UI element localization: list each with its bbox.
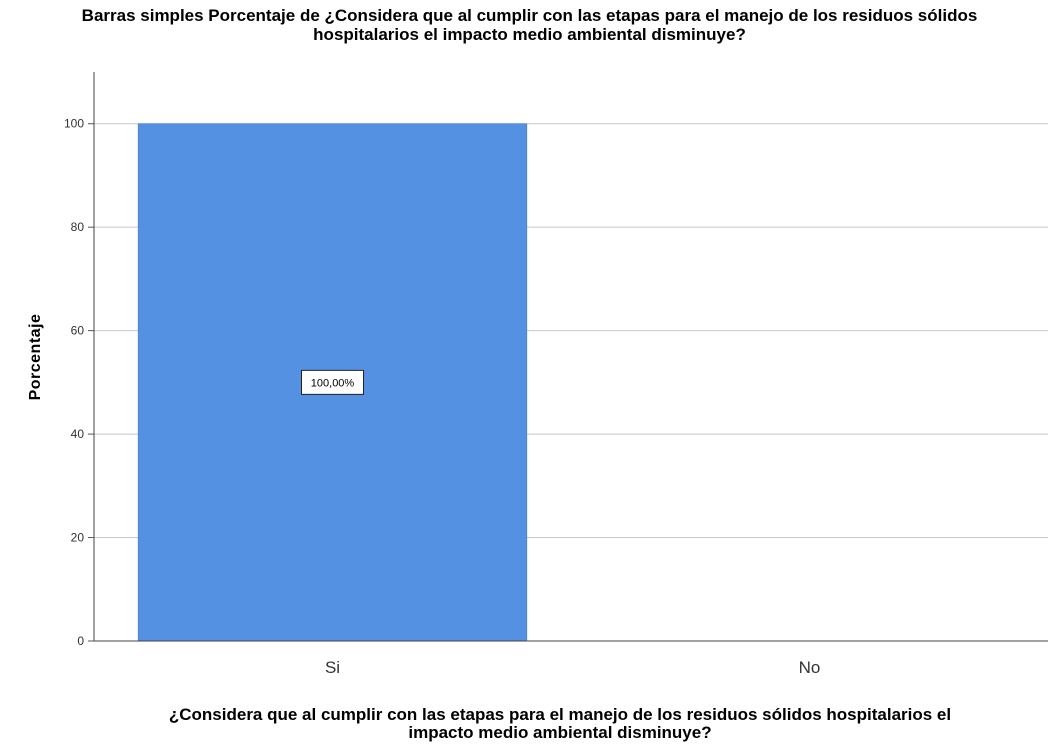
data-label-box [301,369,364,395]
data-labels: 100,00% [301,369,364,395]
x-axis-label: ¿Considera que al cumplir con las etapas… [60,706,1059,742]
chart-title-line-2: hospitalarios el impacto medio ambiental… [313,25,746,44]
x-tick-label-si: Si [325,658,340,677]
y-tick-label: 0 [77,634,84,648]
x-axis-label-line-2: impacto medio ambiental disminuye? [408,723,712,742]
axes [93,72,1048,642]
y-tick-label: 80 [71,220,85,234]
y-tick-label: 40 [71,427,85,441]
y-tick-label: 20 [71,531,85,545]
chart-title: Barras simples Porcentaje de ¿Considera … [0,6,1059,44]
y-tick-label: 60 [71,324,85,338]
chart-title-line-1: Barras simples Porcentaje de ¿Considera … [81,6,978,25]
y-tick-labels: 0 20 40 60 80 100 [64,117,94,648]
data-label-si: 100,00% [311,377,355,389]
x-category-labels: Si No [325,658,820,677]
x-axis-label-line-1: ¿Considera que al cumplir con las etapas… [168,705,952,724]
x-tick-label-no: No [799,658,821,677]
y-tick-label: 100 [64,117,84,131]
